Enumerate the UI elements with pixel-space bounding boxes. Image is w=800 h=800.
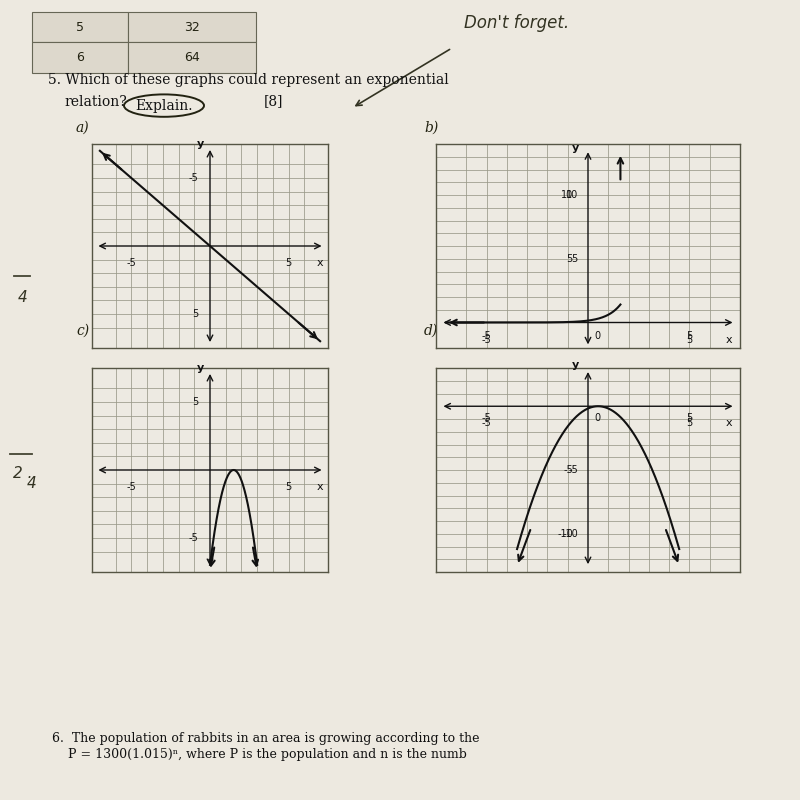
Text: P = 1300(1.015)ⁿ, where P is the population and n is the numb: P = 1300(1.015)ⁿ, where P is the populat… bbox=[68, 747, 467, 761]
Text: -10: -10 bbox=[557, 529, 573, 538]
Text: -5: -5 bbox=[482, 413, 491, 422]
Text: -5: -5 bbox=[189, 173, 198, 183]
Text: -5: -5 bbox=[189, 533, 198, 543]
Text: 5: 5 bbox=[686, 331, 693, 342]
Text: 10: 10 bbox=[561, 190, 573, 200]
Bar bbox=[128, 42, 256, 73]
Text: 4: 4 bbox=[26, 476, 36, 491]
Text: 5. Which of these graphs could represent an exponential: 5. Which of these graphs could represent… bbox=[48, 73, 449, 87]
Bar bbox=[128, 12, 256, 42]
Text: Don't forget.: Don't forget. bbox=[464, 14, 569, 32]
Text: -5: -5 bbox=[482, 331, 491, 342]
Text: 5: 5 bbox=[686, 413, 693, 422]
Text: 5: 5 bbox=[286, 482, 292, 492]
Text: -10: -10 bbox=[562, 529, 578, 538]
Text: 5: 5 bbox=[286, 258, 292, 268]
Text: 5: 5 bbox=[686, 418, 693, 429]
Text: y: y bbox=[197, 139, 204, 149]
Text: x: x bbox=[317, 258, 323, 268]
Text: y: y bbox=[572, 143, 579, 153]
Text: -5: -5 bbox=[482, 418, 491, 429]
Text: 5: 5 bbox=[566, 254, 573, 264]
Text: 2 .: 2 . bbox=[13, 466, 32, 481]
Text: 5: 5 bbox=[192, 397, 198, 407]
Text: c): c) bbox=[76, 323, 89, 338]
Bar bbox=[32, 42, 128, 73]
Text: y: y bbox=[197, 363, 204, 373]
Text: 10: 10 bbox=[566, 190, 578, 200]
Text: -5: -5 bbox=[568, 465, 578, 475]
Text: -5: -5 bbox=[126, 482, 136, 492]
Text: 5: 5 bbox=[192, 309, 198, 319]
Text: 64: 64 bbox=[184, 51, 200, 64]
Text: Explain.: Explain. bbox=[135, 98, 193, 113]
Bar bbox=[32, 12, 128, 42]
Text: -5: -5 bbox=[563, 465, 573, 475]
Text: 6.  The population of rabbits in an area is growing according to the: 6. The population of rabbits in an area … bbox=[52, 731, 479, 745]
Text: -5: -5 bbox=[482, 334, 491, 345]
Text: 5: 5 bbox=[76, 21, 84, 34]
Text: x: x bbox=[726, 418, 733, 429]
Text: 5: 5 bbox=[686, 334, 693, 345]
Text: d): d) bbox=[424, 323, 438, 338]
Text: y: y bbox=[572, 360, 579, 370]
Text: x: x bbox=[317, 482, 323, 492]
Text: x: x bbox=[726, 334, 733, 345]
Text: relation?: relation? bbox=[64, 94, 126, 109]
Text: 0: 0 bbox=[594, 413, 600, 422]
Text: b): b) bbox=[424, 121, 438, 135]
Text: a): a) bbox=[76, 121, 90, 135]
Text: 32: 32 bbox=[184, 21, 200, 34]
Text: 5: 5 bbox=[572, 254, 578, 264]
Text: -5: -5 bbox=[126, 258, 136, 268]
Text: 6: 6 bbox=[76, 51, 84, 64]
Text: 0: 0 bbox=[594, 331, 600, 342]
Text: [8]: [8] bbox=[264, 94, 283, 109]
Text: 4: 4 bbox=[18, 290, 27, 305]
